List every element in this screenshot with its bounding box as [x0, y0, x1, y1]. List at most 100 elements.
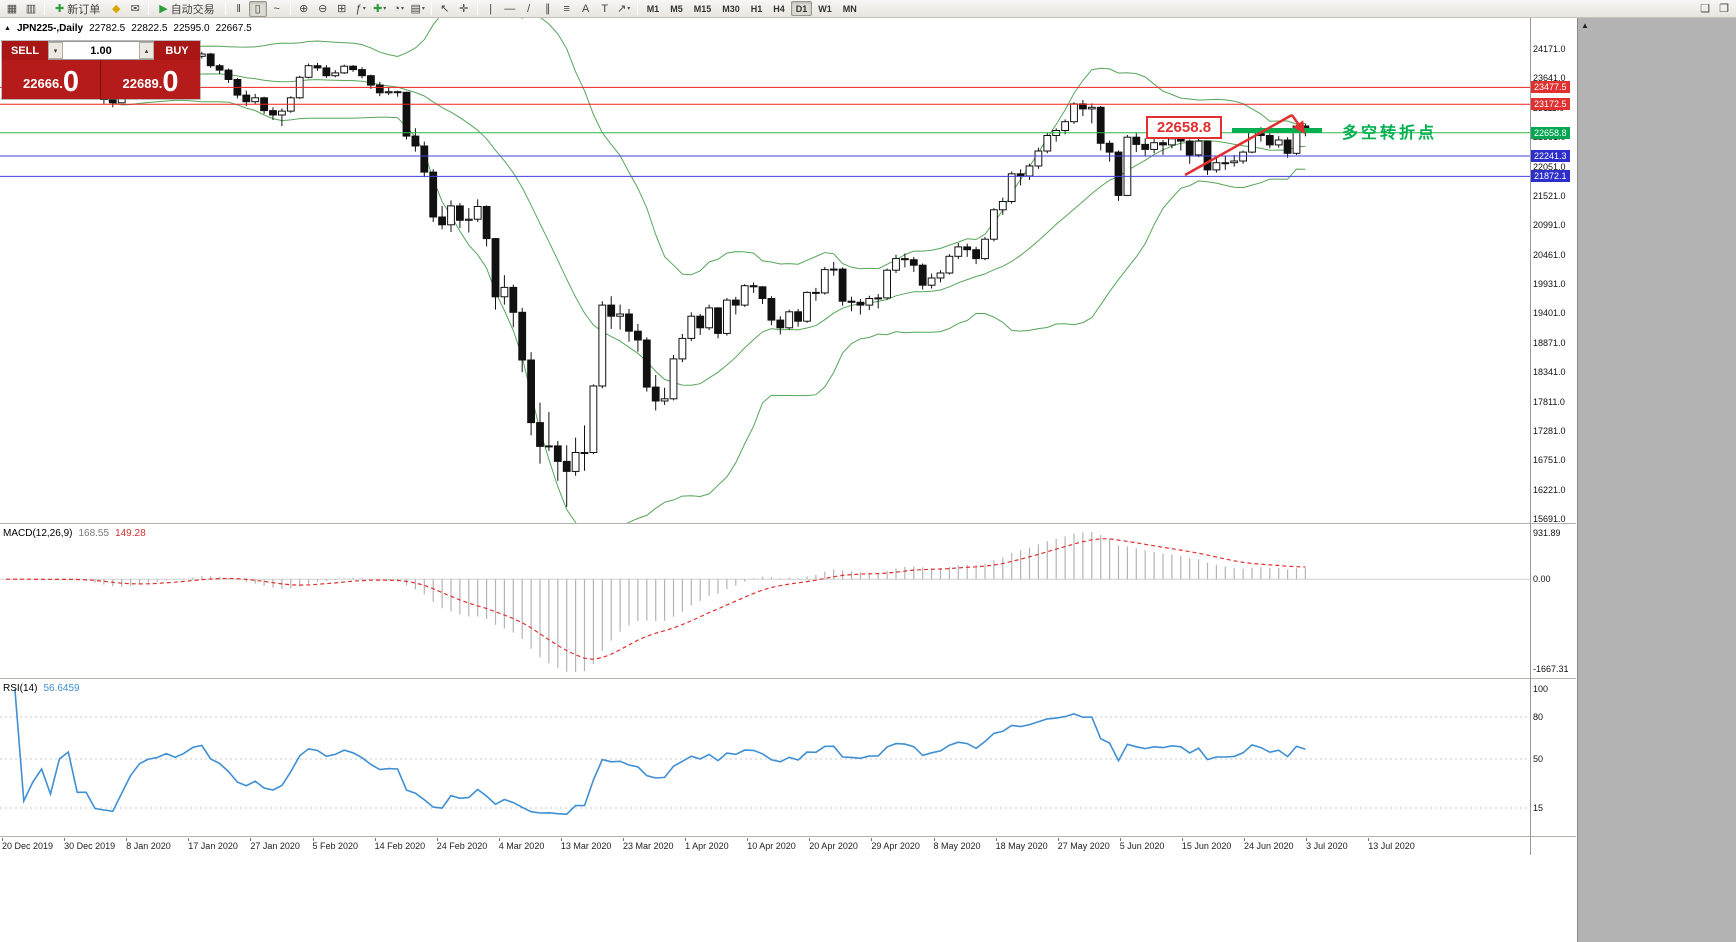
- arrows-icon[interactable]: ↗ ▾: [615, 1, 633, 17]
- arrows-icon: ↗: [617, 3, 627, 15]
- horizontal-line-icon: —: [504, 2, 516, 15]
- date-axis-label: 10 Apr 2020: [747, 841, 796, 851]
- dropdown-arrow-icon: ▾: [627, 6, 631, 12]
- date-axis-tick: [436, 838, 438, 841]
- timeframe-button-H4[interactable]: H4: [773, 3, 785, 14]
- panel-separator[interactable]: [0, 678, 1576, 680]
- timeframe-button-M30[interactable]: M30: [722, 3, 740, 14]
- new-order-window-icon[interactable]: ▦: [3, 1, 21, 17]
- date-axis-label: 3 Jul 2020: [1306, 841, 1348, 851]
- candlestick-type-icon[interactable]: ▯: [248, 0, 267, 17]
- date-axis-label: 18 May 2020: [995, 841, 1048, 851]
- text-icon[interactable]: A: [577, 1, 595, 17]
- timeframe-button-D1[interactable]: D1: [790, 1, 813, 16]
- price-scale-label: 19931.0: [1533, 279, 1566, 289]
- auto-trading-button[interactable]: ▶ 自动交易: [153, 1, 220, 17]
- mail-icon: ✉: [130, 3, 140, 15]
- date-axis-tick: [871, 838, 873, 841]
- timeframe-button-MN[interactable]: MN: [842, 3, 857, 14]
- panel-separator[interactable]: [0, 836, 1576, 838]
- price-scale-border: [1530, 18, 1531, 855]
- ohlc-open: 22782.5: [89, 23, 126, 34]
- zoom-out-icon[interactable]: ⊖: [314, 1, 332, 17]
- volume-increase-button[interactable]: ▴: [139, 42, 154, 59]
- price-scale-label: 23641.0: [1533, 73, 1566, 84]
- price-scale-label: 18341.0: [1533, 367, 1566, 378]
- vertical-line-icon[interactable]: |: [482, 1, 500, 17]
- timeframe-button-M5[interactable]: M5: [670, 3, 683, 14]
- date-axis-tick: [126, 838, 128, 841]
- timeframe-button-M1[interactable]: M1: [646, 3, 660, 14]
- crosshair-icon[interactable]: ✛: [455, 1, 473, 17]
- profiles-icon[interactable]: ▥: [22, 1, 40, 17]
- price-scale-label: 16221.0: [1533, 484, 1566, 495]
- date-axis-tick: [995, 838, 997, 841]
- volume-decrease-button[interactable]: ▾: [48, 42, 63, 59]
- date-axis-label: 4 Mar 2020: [498, 841, 545, 851]
- date-axis-label: 13 Jul 2020: [1368, 841, 1415, 851]
- new-order-button[interactable]: ✚ 新订单: [49, 1, 106, 17]
- fibonacci-icon[interactable]: ≡: [558, 1, 576, 17]
- toolbar-separator: [224, 2, 226, 15]
- ohlc-high: 22822.5: [131, 23, 168, 34]
- timeframe-button-M15[interactable]: M15: [693, 3, 712, 14]
- mail-icon[interactable]: ✉: [126, 1, 144, 17]
- tile-windows-icon[interactable]: ⊞: [333, 1, 351, 17]
- macd-value: 168.55: [78, 528, 110, 539]
- volume-input[interactable]: [63, 42, 139, 59]
- add-indicator-icon[interactable]: ✚ ▾: [371, 1, 389, 17]
- collapse-trade-panel-icon[interactable]: ▲: [4, 25, 11, 32]
- toolbar-separator: [430, 2, 432, 15]
- sell-button[interactable]: SELL: [2, 41, 48, 60]
- print-preview-icon[interactable]: ❐: [1719, 3, 1729, 15]
- date-axis-tick: [1244, 838, 1245, 841]
- ohlc-close: 22667.5: [215, 23, 252, 34]
- zoom-in-icon[interactable]: ⊕: [295, 1, 313, 17]
- date-axis-tick: [933, 838, 935, 841]
- cursor-icon[interactable]: ↖: [436, 1, 454, 17]
- date-axis-label: 8 Jan 2020: [126, 841, 171, 851]
- macd-chart[interactable]: [0, 526, 1530, 678]
- chart-header: ▲ JPN225-,Daily 22782.5 22822.5 22595.0 …: [4, 23, 252, 34]
- timeframe-button-W1[interactable]: W1: [818, 3, 832, 14]
- sell-price-button[interactable]: 22666. 0: [2, 60, 101, 99]
- template-icon[interactable]: ▤ ▾: [409, 1, 427, 17]
- price-scale-label: 16751.0: [1533, 455, 1566, 466]
- timeframe-button-H1[interactable]: H1: [750, 3, 763, 14]
- vertical-line-icon: |: [489, 2, 493, 15]
- indicators-diamond-icon[interactable]: ◆: [107, 1, 125, 17]
- channel-icon: ∥: [544, 3, 551, 15]
- text-label-icon[interactable]: T: [596, 1, 614, 17]
- rsi-scale-label: 100: [1533, 684, 1549, 694]
- date-axis-label: 30 Dec 2019: [64, 841, 116, 851]
- buy-price-button[interactable]: 22689. 0: [101, 60, 200, 99]
- text-icon: A: [582, 2, 590, 15]
- horizontal-line-icon[interactable]: —: [501, 1, 519, 17]
- buy-price-main: 22689.: [122, 76, 163, 91]
- macd-signal-line: [6, 538, 1306, 660]
- date-axis-label: 27 Jan 2020: [250, 841, 300, 851]
- template-icon: ▤: [410, 3, 421, 15]
- print-icon[interactable]: ❏: [1700, 3, 1710, 15]
- rsi-chart[interactable]: [0, 681, 1530, 836]
- scroll-up-icon[interactable]: ▲: [1581, 21, 1589, 30]
- trend-annotation: [1184, 113, 1322, 177]
- buy-button[interactable]: BUY: [154, 41, 200, 60]
- date-axis-tick: [64, 838, 66, 841]
- rsi-label: RSI(14) 56.6459: [3, 683, 80, 694]
- line-chart-type-icon[interactable]: ~: [268, 1, 286, 17]
- candlestick-type-icon: ▯: [254, 3, 261, 15]
- price-chart[interactable]: [0, 18, 1530, 523]
- new-order-window-icon: ▦: [6, 3, 18, 15]
- bar-chart-type-icon[interactable]: ‖: [230, 1, 248, 17]
- date-axis-tick: [250, 838, 252, 841]
- period-icon[interactable]: ◔ ▾: [390, 1, 408, 17]
- date-axis-tick: [747, 838, 749, 841]
- date-axis-label: 1 Apr 2020: [685, 841, 729, 851]
- date-axis-tick: [560, 838, 562, 841]
- price-scale-label: 24171.0: [1533, 44, 1566, 54]
- channel-icon[interactable]: ∥: [539, 1, 557, 17]
- indicator-list-icon[interactable]: ƒ ▾: [352, 1, 370, 17]
- panel-separator[interactable]: [0, 523, 1576, 525]
- trendline-icon[interactable]: /: [520, 1, 538, 17]
